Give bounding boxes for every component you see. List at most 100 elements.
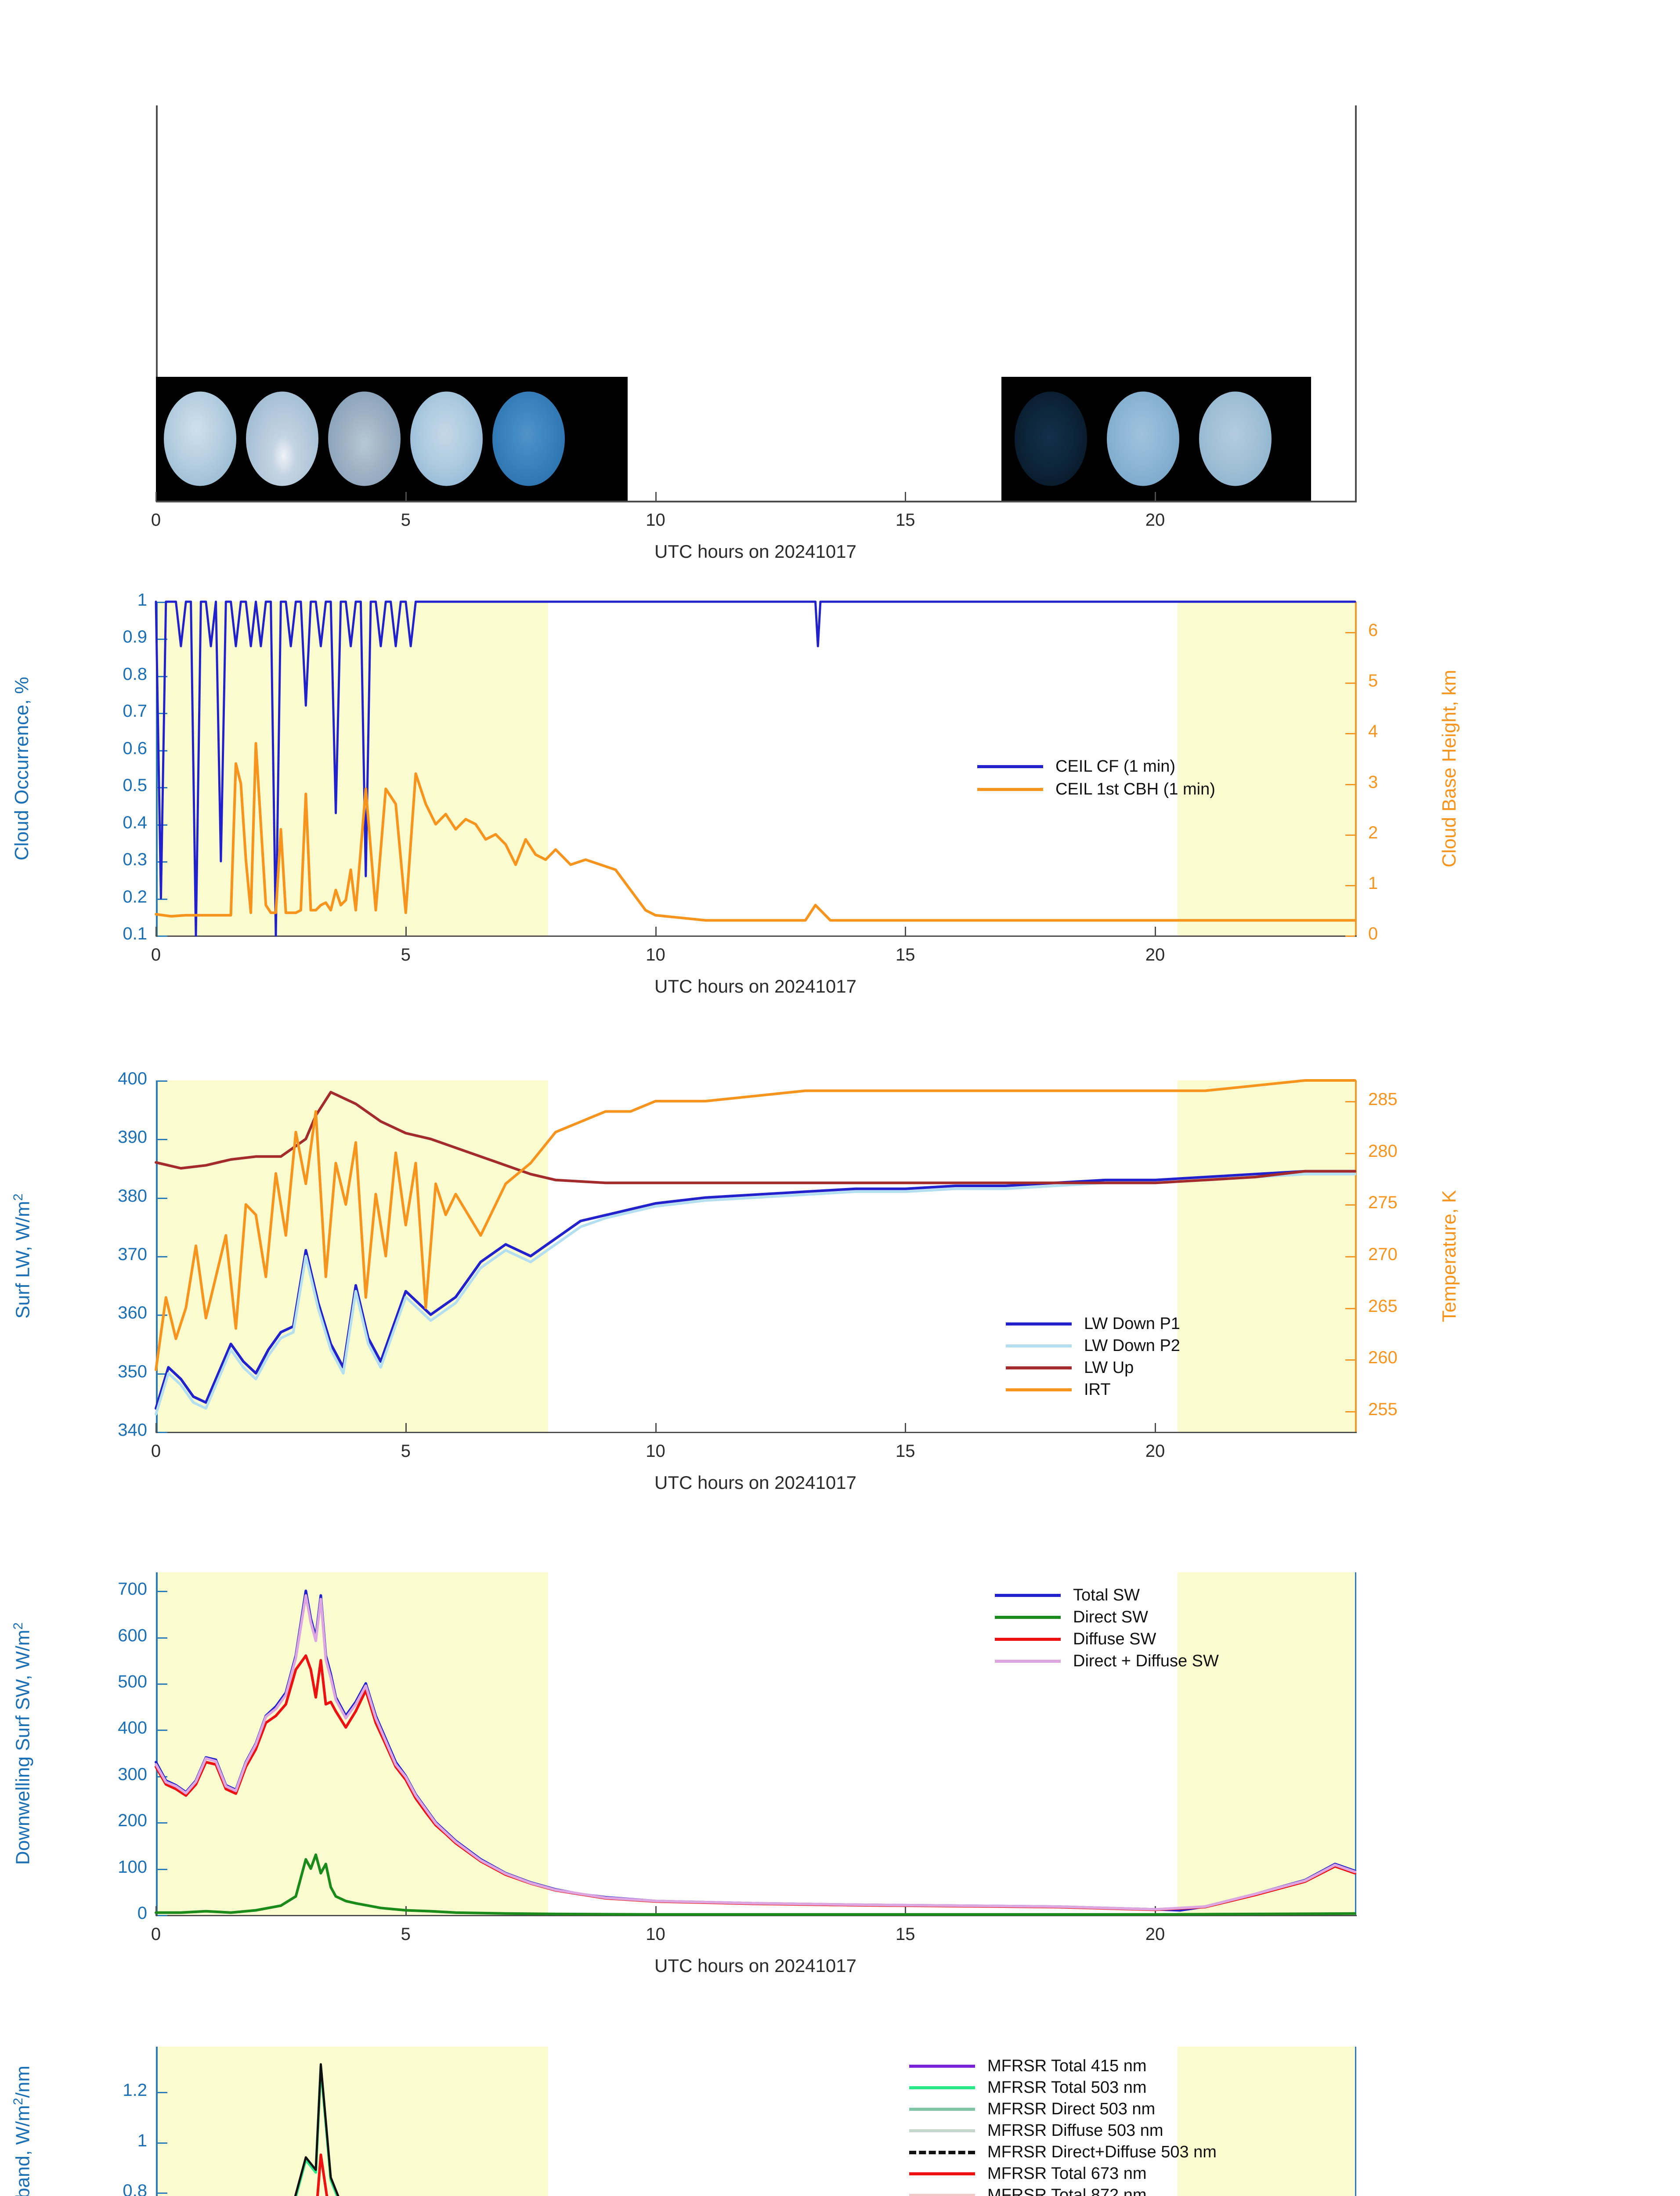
panel-cloud-yticklabel: 1 [137, 590, 147, 610]
legend-swatch-3 [1006, 1388, 1072, 1391]
legend-label-3: MFRSR Diffuse 503 nm [987, 2121, 1163, 2140]
legend-label-0: MFRSR Total 415 nm [987, 2056, 1147, 2075]
panel-cloud-yticklabel: 0.6 [123, 738, 147, 758]
p1-xticklabel: 5 [401, 510, 411, 530]
panel-sw-yticklabel: 600 [118, 1625, 147, 1645]
p1-xticklabel: 15 [896, 510, 915, 530]
legend-label-4: MFRSR Direct+Diffuse 503 nm [987, 2142, 1217, 2161]
panel-cloud-ytick [158, 602, 167, 603]
panel-cloud-yticklabel-right-tick [1345, 834, 1355, 836]
series-ceil-1st-cbh-1-min- [155, 742, 1356, 922]
legend-label-5: MFRSR Total 673 nm [987, 2164, 1147, 2183]
panel-cloud-yticklabel: 0.7 [123, 701, 147, 721]
legend-swatch-0 [909, 2064, 975, 2068]
series-total-sw [155, 1589, 1356, 1912]
panel-cloud-xaxis-title: UTC hours on 20241017 [654, 976, 856, 997]
panel-lw-xtick [905, 1423, 907, 1433]
panel-sw-ytick [158, 1915, 167, 1916]
panel-lw-yticklabel-right-tick [1345, 1101, 1355, 1103]
legend-label-2: Diffuse SW [1073, 1630, 1156, 1648]
panel-cloud-yticklabel-right-tick [1345, 683, 1355, 684]
panel-lw-ytick [158, 1432, 167, 1433]
panel-sw-yticklabel: 700 [118, 1579, 147, 1599]
sky-image-strip-evening [1001, 377, 1311, 501]
panel-lw-ytick [158, 1256, 167, 1257]
p1-xtick [905, 492, 907, 502]
panel-cloud-ytick [158, 639, 167, 640]
series-direct-diffuse-sw [155, 1594, 1356, 1911]
panel-lw-yticklabel: 340 [118, 1420, 147, 1440]
panel-cloud-yticklabel-right: 3 [1368, 772, 1378, 792]
series-mfrsr-direct-diffuse-503-nm [294, 2063, 340, 2196]
legend-label-6: MFRSR Total 872 nm [987, 2185, 1147, 2196]
series-irt [155, 1079, 1356, 1371]
panel-lw-left-axis [156, 1080, 158, 1432]
panel-lw-yticklabel-right: 270 [1368, 1245, 1398, 1264]
panel-cloud-yticklabel-right: 0 [1368, 924, 1378, 943]
p1-right-axis [1355, 105, 1357, 501]
panel-lw-yticklabel-right: 285 [1368, 1090, 1398, 1109]
panel-cloud-yticklabel: 0.3 [123, 850, 147, 870]
series-lw-down-p2 [155, 1173, 1356, 1416]
p1-xticklabel: 0 [151, 510, 161, 530]
legend-label-3: Direct + Diffuse SW [1073, 1652, 1219, 1670]
panel-cloud-yticklabel-right: 5 [1368, 671, 1378, 691]
panel-cloud-yticklabel-right-tick [1345, 632, 1355, 634]
panel-sw-xaxis-title: UTC hours on 20241017 [654, 1955, 856, 1976]
panel-sw-series-layer [155, 1589, 1356, 1916]
legend-swatch-2 [909, 2107, 975, 2111]
p1-xtick [655, 492, 657, 502]
panel-cloud-yticklabel: 0.5 [123, 776, 147, 795]
legend-label-1: MFRSR Total 503 nm [987, 2078, 1147, 2097]
panel-cloud-ytick [158, 898, 167, 900]
daylight-shade-1 [1178, 1080, 1355, 1432]
downwelling-shortwave-panel: 0 100 200 300 400 500 600 700 Downwelling Surf S… [0, 1564, 1680, 1985]
legend-label-0: CEIL CF (1 min) [1055, 757, 1176, 776]
panel-lw-xtick [1155, 1423, 1156, 1433]
panel-sw-yticklabel: 200 [118, 1811, 147, 1831]
panel-sw-yticklabel: 400 [118, 1718, 147, 1738]
panel-lw-xaxis-title: UTC hours on 20241017 [654, 1472, 856, 1493]
panel-sw-yticklabel: 100 [118, 1857, 147, 1877]
panel-lw-yticklabel: 350 [118, 1362, 147, 1381]
daylight-shade-1 [1178, 602, 1355, 935]
panel-lw-right-axis [1355, 1080, 1357, 1432]
daylight-shade-1 [1178, 1572, 1355, 1915]
panel-lw-xticklabel: 5 [401, 1441, 411, 1461]
p1-xtick [405, 492, 407, 502]
panel-sw-ytick [158, 1683, 167, 1685]
panel-lw-yticklabel-right-tick [1345, 1204, 1355, 1206]
panel-narrowband-series-layer [294, 2063, 340, 2196]
panel-cloud-yticklabel: 0.1 [123, 924, 147, 943]
p1-xticklabel: 10 [646, 510, 665, 530]
sky-image-5 [1015, 391, 1087, 486]
panel-cloud-xtick [1155, 927, 1156, 936]
panel-lw-yticklabel-right-tick [1345, 1256, 1355, 1257]
sky-image-3 [410, 391, 483, 486]
panel-cloud-yticklabel: 0.8 [123, 664, 147, 684]
panel-lw-ytick [158, 1080, 167, 1082]
panel-lw-xticklabel: 0 [151, 1441, 161, 1461]
panel-lw-ytick [158, 1139, 167, 1141]
cloud-occurrence-panel: 0.1 0.2 0.3 0.4 0.5 0.6 0.7 0.8 0.9 1 0 1 2 3 4 5 6 Cloud… [0, 589, 1680, 997]
panel-cloud-left-axis [156, 602, 158, 935]
sky-image-7 [1199, 391, 1272, 486]
legend-label-2: MFRSR Direct 503 nm [987, 2099, 1156, 2118]
panel-sw-xticklabel: 20 [1145, 1925, 1165, 1944]
legend-label-1: CEIL 1st CBH (1 min) [1055, 780, 1215, 798]
panel-cloud-xticklabel: 15 [896, 945, 915, 964]
panel-sw-yticklabel: 500 [118, 1672, 147, 1691]
panel-cloud-yticklabel-right: 1 [1368, 873, 1378, 893]
legend-swatch-2 [995, 1638, 1061, 1641]
panel-cloud-xticklabel: 10 [646, 945, 665, 964]
panel-cloud-xtick [405, 927, 407, 936]
panel-sw-xtick [655, 1906, 657, 1916]
panel-lw-yticklabel-right: 280 [1368, 1141, 1398, 1161]
legend-label-3: IRT [1084, 1380, 1111, 1399]
panel-sw-xtick [905, 1906, 907, 1916]
daylight-shade-0 [156, 2047, 548, 2196]
panel-sw-xtick [155, 1906, 157, 1916]
sky-image-6 [1107, 391, 1179, 486]
legend-swatch-3 [995, 1660, 1061, 1663]
legend-swatch-1 [977, 788, 1043, 791]
